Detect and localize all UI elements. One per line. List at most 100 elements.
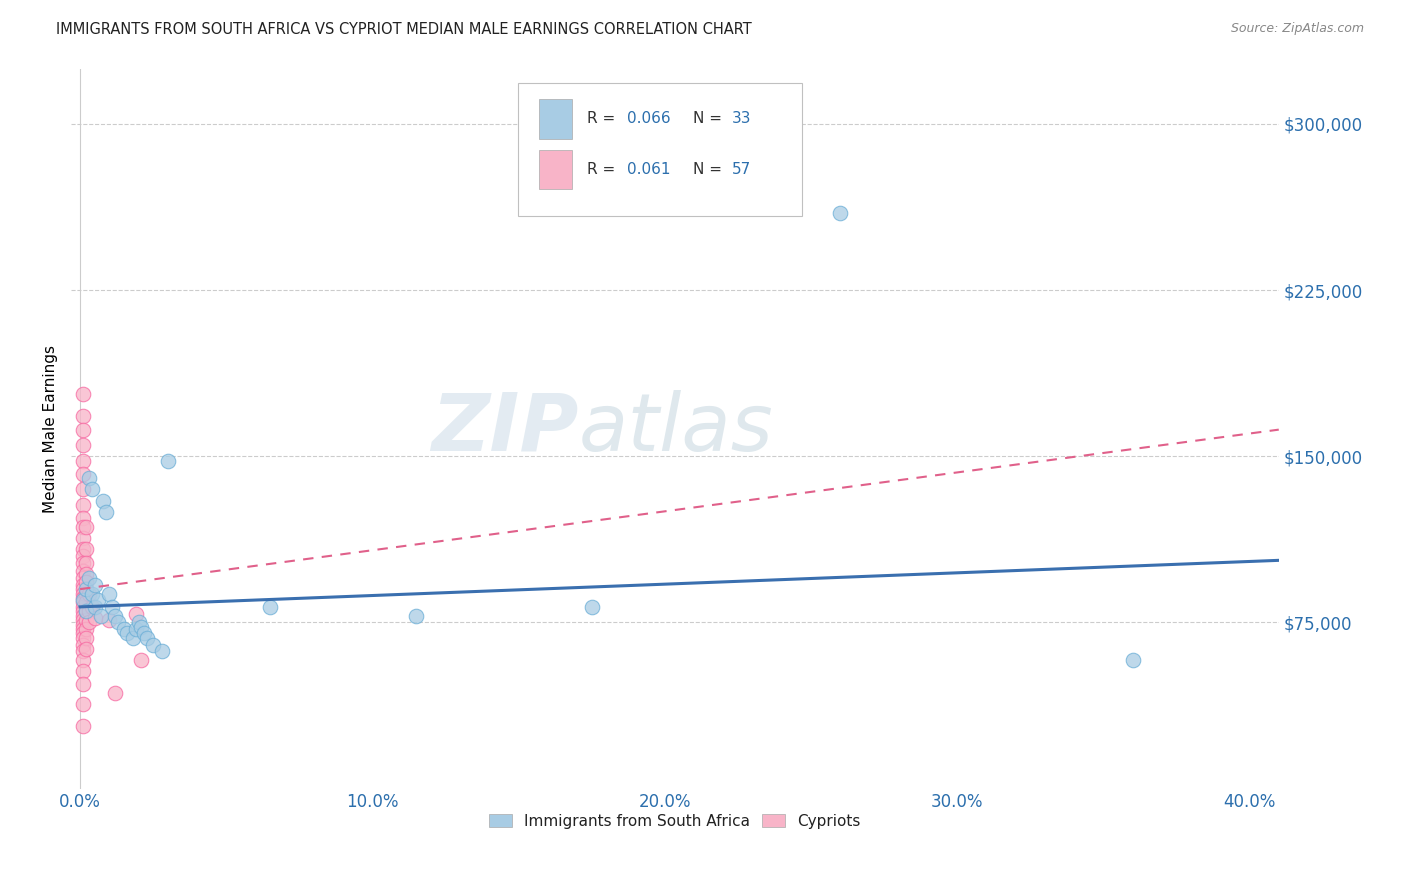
Point [96,505,118,519]
Point [72,511,94,525]
Point [83,611,105,625]
Point [93,493,115,508]
Point [72,593,94,607]
Point [72,520,94,534]
Point [72,626,94,640]
Point [72,483,94,497]
Text: N =: N = [693,112,727,127]
Point [72,531,94,545]
Point [104,608,127,623]
Text: 0.066: 0.066 [627,112,671,127]
Point [98,586,121,600]
Point [77,471,100,485]
Point [72,631,94,645]
Point [72,599,94,614]
Point [72,582,94,596]
Point [101,599,124,614]
Point [131,620,153,634]
Point [77,615,100,630]
Point [72,644,94,658]
Point [72,467,94,481]
Point [121,631,143,645]
Point [72,608,94,623]
Point [72,387,94,401]
Point [112,622,135,636]
Point [75,631,97,645]
Point [581,599,603,614]
Point [72,453,94,467]
Point [77,571,100,585]
Point [72,423,94,437]
Point [75,586,97,600]
Point [72,591,94,605]
Point [75,604,97,618]
Point [72,604,94,618]
Point [75,622,97,636]
Bar [538,150,572,189]
Point [75,575,97,590]
Point [72,409,94,424]
Point [72,438,94,452]
Point [75,595,97,609]
Point [134,626,156,640]
Point [142,638,165,652]
Point [107,615,129,630]
Point [83,599,105,614]
Point [75,613,97,627]
Point [75,604,97,618]
Point [72,613,94,627]
Point [72,622,94,636]
Point [77,604,100,618]
Point [72,542,94,557]
Point [72,719,94,733]
Point [86,593,108,607]
Text: R =: R = [586,161,620,177]
Point [830,205,852,219]
Point [72,664,94,678]
Text: Source: ZipAtlas.com: Source: ZipAtlas.com [1230,22,1364,36]
Point [80,586,103,600]
Point [72,677,94,691]
Legend: Immigrants from South Africa, Cypriots: Immigrants from South Africa, Cypriots [484,807,868,835]
Point [80,599,103,614]
Point [77,586,100,600]
Point [72,638,94,652]
Point [83,578,105,592]
FancyBboxPatch shape [517,83,801,216]
Bar [538,99,572,139]
Point [104,686,127,700]
Point [72,549,94,563]
Point [156,453,179,467]
Point [115,626,138,640]
Text: ZIP: ZIP [432,390,578,467]
Point [150,644,173,658]
Point [1122,653,1144,667]
Point [75,542,97,557]
Point [75,582,97,596]
Point [72,698,94,712]
Point [72,498,94,512]
Text: atlas: atlas [578,390,773,467]
Point [72,578,94,592]
Point [128,615,150,630]
Point [98,613,121,627]
Point [75,520,97,534]
Point [124,622,146,636]
Point [72,586,94,600]
Point [131,653,153,667]
Point [259,599,281,614]
Text: 33: 33 [731,112,751,127]
Point [72,653,94,667]
Point [80,483,103,497]
Point [72,565,94,579]
Point [72,556,94,570]
Y-axis label: Median Male Earnings: Median Male Earnings [44,344,58,513]
Text: 57: 57 [731,161,751,177]
Point [75,566,97,581]
Point [72,595,94,609]
Text: IMMIGRANTS FROM SOUTH AFRICA VS CYPRIOT MEDIAN MALE EARNINGS CORRELATION CHART: IMMIGRANTS FROM SOUTH AFRICA VS CYPRIOT … [56,22,752,37]
Text: 0.061: 0.061 [627,161,671,177]
Point [136,631,159,645]
Point [75,642,97,657]
Point [124,607,146,621]
